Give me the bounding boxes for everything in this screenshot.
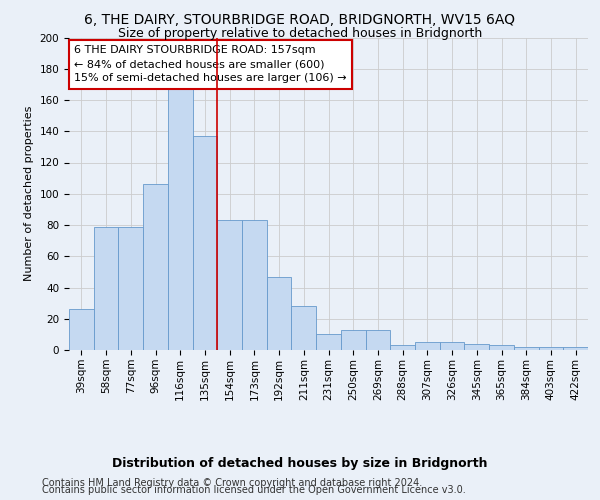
Bar [193,136,217,350]
Text: Distribution of detached houses by size in Bridgnorth: Distribution of detached houses by size … [112,458,488,470]
Bar [316,334,341,350]
Text: Contains HM Land Registry data © Crown copyright and database right 2024.: Contains HM Land Registry data © Crown c… [42,478,422,488]
Bar [292,306,316,350]
Text: Contains public sector information licensed under the Open Government Licence v3: Contains public sector information licen… [42,485,466,495]
Bar [539,347,563,350]
Bar [563,347,588,350]
Bar [69,310,94,350]
Text: Size of property relative to detached houses in Bridgnorth: Size of property relative to detached ho… [118,28,482,40]
Text: 6, THE DAIRY, STOURBRIDGE ROAD, BRIDGNORTH, WV15 6AQ: 6, THE DAIRY, STOURBRIDGE ROAD, BRIDGNOR… [85,12,515,26]
Bar [267,276,292,350]
Bar [94,226,118,350]
Bar [341,330,365,350]
Bar [365,330,390,350]
Y-axis label: Number of detached properties: Number of detached properties [24,106,34,282]
Text: 6 THE DAIRY STOURBRIDGE ROAD: 157sqm
← 84% of detached houses are smaller (600)
: 6 THE DAIRY STOURBRIDGE ROAD: 157sqm ← 8… [74,46,347,84]
Bar [390,346,415,350]
Bar [514,347,539,350]
Bar [415,342,440,350]
Bar [489,346,514,350]
Bar [242,220,267,350]
Bar [143,184,168,350]
Bar [464,344,489,350]
Bar [217,220,242,350]
Bar [168,88,193,350]
Bar [118,226,143,350]
Bar [440,342,464,350]
